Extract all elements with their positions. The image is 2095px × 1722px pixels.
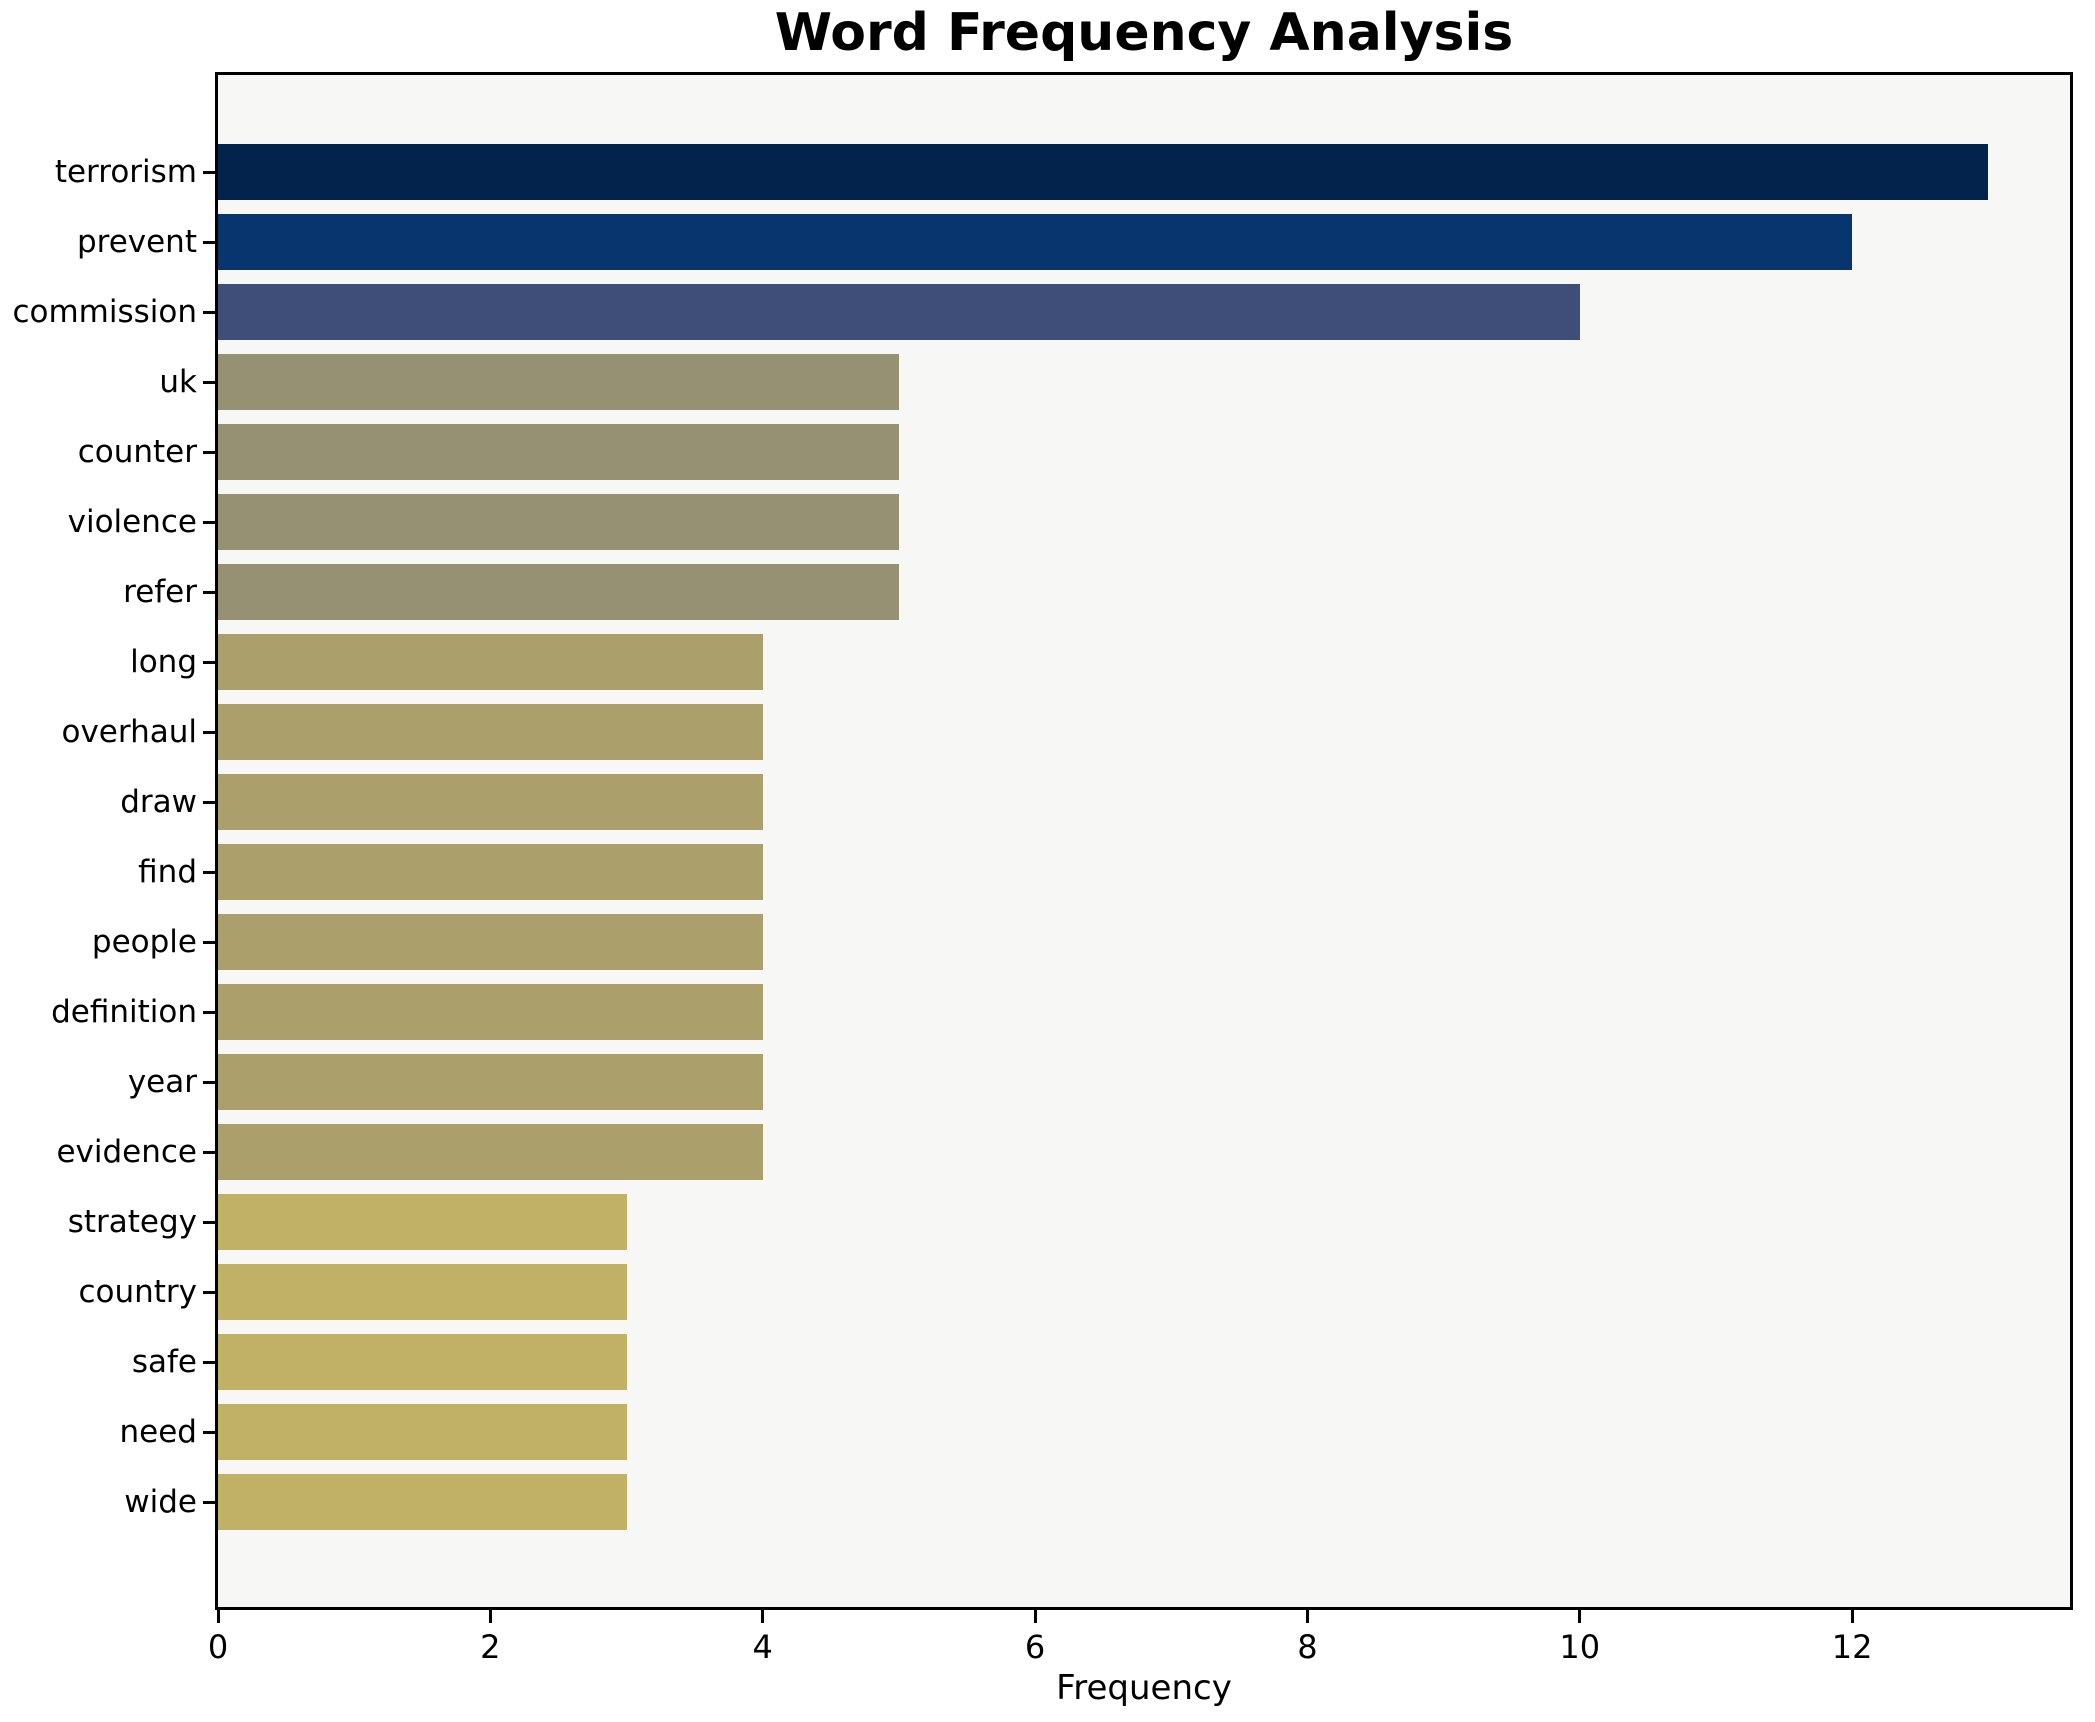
- x-tick-label-4: 4: [752, 1628, 773, 1666]
- bar-strategy: [218, 1194, 627, 1250]
- x-tick-mark: [761, 1610, 765, 1623]
- y-tick-mark: [203, 1150, 215, 1154]
- y-tick-label-commission: commission: [12, 294, 197, 330]
- bar-evidence: [218, 1124, 763, 1180]
- x-tick-mark: [488, 1610, 492, 1623]
- y-tick-label-prevent: prevent: [76, 224, 197, 260]
- bar-find: [218, 844, 763, 900]
- bar-long: [218, 634, 763, 690]
- x-tick-label-10: 10: [1559, 1628, 1601, 1666]
- y-tick-label-terrorism: terrorism: [54, 154, 197, 190]
- y-tick-mark: [203, 730, 215, 734]
- y-tick-label-year: year: [127, 1064, 197, 1100]
- y-tick-mark: [203, 660, 215, 664]
- bar-people: [218, 914, 763, 970]
- y-tick-mark: [203, 240, 215, 244]
- y-tick-label-wide: wide: [124, 1484, 197, 1520]
- y-tick-label-evidence: evidence: [56, 1134, 197, 1170]
- y-tick-mark: [203, 450, 215, 454]
- y-tick-mark: [203, 520, 215, 524]
- y-tick-label-definition: definition: [51, 994, 197, 1030]
- y-tick-mark: [203, 590, 215, 594]
- y-tick-label-draw: draw: [120, 784, 197, 820]
- y-tick-mark: [203, 310, 215, 314]
- y-tick-mark: [203, 870, 215, 874]
- x-tick-mark: [216, 1610, 220, 1623]
- y-tick-label-counter: counter: [77, 434, 197, 470]
- bar-terrorism: [218, 144, 1989, 200]
- bar-commission: [218, 284, 1580, 340]
- bar-definition: [218, 984, 763, 1040]
- bar-country: [218, 1264, 627, 1320]
- y-tick-mark: [203, 380, 215, 384]
- y-tick-label-refer: refer: [123, 574, 197, 610]
- bar-wide: [218, 1474, 627, 1530]
- x-tick-label-6: 6: [1024, 1628, 1046, 1666]
- y-tick-label-country: country: [78, 1274, 197, 1310]
- plot-area: [215, 72, 2073, 1610]
- y-tick-label-find: find: [138, 854, 197, 890]
- bar-safe: [218, 1334, 627, 1390]
- y-axis-labels: terrorism prevent commission uk counter viole…: [0, 72, 197, 1610]
- x-tick-label-2: 2: [480, 1628, 501, 1666]
- bar-need: [218, 1404, 627, 1460]
- y-tick-mark: [203, 1290, 215, 1294]
- y-tick-mark: [203, 1360, 215, 1364]
- y-tick-label-violence: violence: [67, 504, 197, 540]
- y-tick-mark: [203, 1080, 215, 1084]
- y-tick-mark: [203, 1430, 215, 1434]
- bar-overhaul: [218, 704, 763, 760]
- y-tick-label-long: long: [130, 644, 197, 680]
- y-tick-label-people: people: [91, 924, 197, 960]
- x-tick-mark: [1850, 1610, 1854, 1623]
- y-tick-label-strategy: strategy: [67, 1204, 197, 1240]
- x-tick-label-8: 8: [1297, 1628, 1318, 1666]
- x-tick-label-12: 12: [1831, 1628, 1873, 1666]
- y-tick-label-uk: uk: [159, 364, 197, 400]
- y-tick-mark: [203, 800, 215, 804]
- bar-year: [218, 1054, 763, 1110]
- y-tick-label-need: need: [119, 1414, 197, 1450]
- x-axis-title: Frequency: [1056, 1668, 1232, 1708]
- y-tick-mark: [203, 170, 215, 174]
- x-tick-label-0: 0: [207, 1628, 229, 1666]
- bar-violence: [218, 494, 899, 550]
- bar-draw: [218, 774, 763, 830]
- bar-counter: [218, 424, 899, 480]
- x-tick-mark: [1578, 1610, 1582, 1623]
- y-tick-mark: [203, 1500, 215, 1504]
- bar-uk: [218, 354, 899, 410]
- y-tick-label-safe: safe: [131, 1344, 197, 1380]
- y-tick-mark: [203, 1010, 215, 1014]
- bar-refer: [218, 564, 899, 620]
- y-tick-mark: [203, 940, 215, 944]
- bar-prevent: [218, 214, 1853, 270]
- y-tick-mark: [203, 1220, 215, 1224]
- y-tick-label-overhaul: overhaul: [61, 714, 198, 750]
- chart-title: Word Frequency Analysis: [774, 3, 1514, 63]
- x-tick-mark: [1033, 1610, 1037, 1623]
- x-tick-mark: [1305, 1610, 1309, 1623]
